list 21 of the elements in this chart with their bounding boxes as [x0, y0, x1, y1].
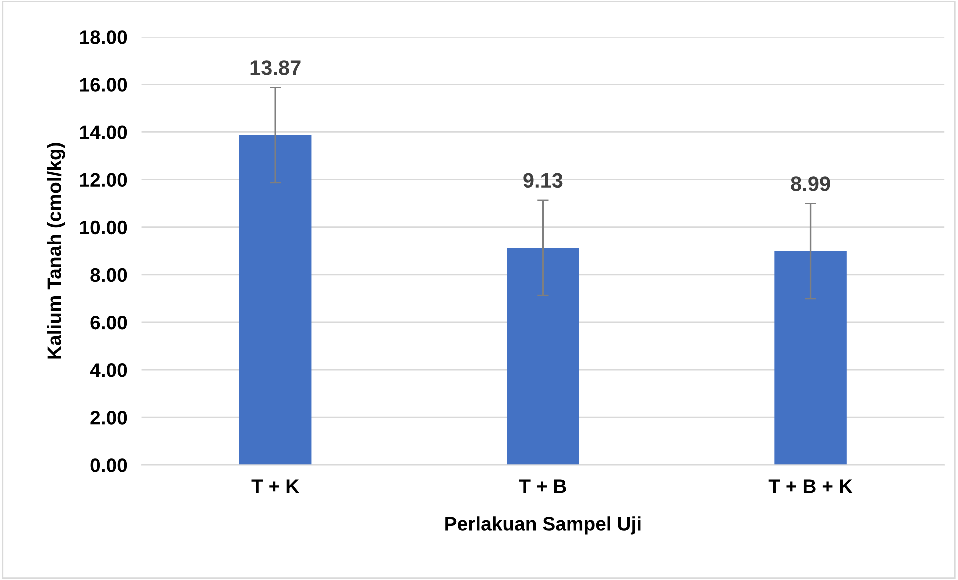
x-tick-label: T + K [252, 480, 300, 494]
y-tick-label: 18.00 [80, 30, 128, 44]
y-axis-title: Kalium Tanah (cmol/kg) [47, 143, 66, 359]
bar [239, 135, 312, 466]
y-tick-label: 14.00 [80, 126, 128, 140]
y-tick-label: 10.00 [80, 220, 128, 235]
data-label: 8.99 [791, 176, 830, 192]
y-tick-label: 0.00 [90, 458, 128, 472]
y-tick-label: 12.00 [80, 173, 128, 188]
data-label: 13.87 [250, 60, 301, 76]
y-tick-label: 4.00 [90, 364, 128, 378]
bar [774, 251, 847, 466]
y-tick-label: 8.00 [90, 268, 128, 282]
bar [507, 248, 580, 466]
y-tick-label: 6.00 [90, 316, 128, 330]
x-tick-label: T + B + K [768, 480, 853, 494]
x-axis-title: Perlakuan Sampel Uji [446, 516, 641, 535]
y-tick-label: 16.00 [80, 78, 128, 92]
data-label: 9.13 [524, 173, 563, 188]
x-tick-label: T + B [519, 480, 566, 494]
y-tick-label: 2.00 [90, 411, 128, 425]
